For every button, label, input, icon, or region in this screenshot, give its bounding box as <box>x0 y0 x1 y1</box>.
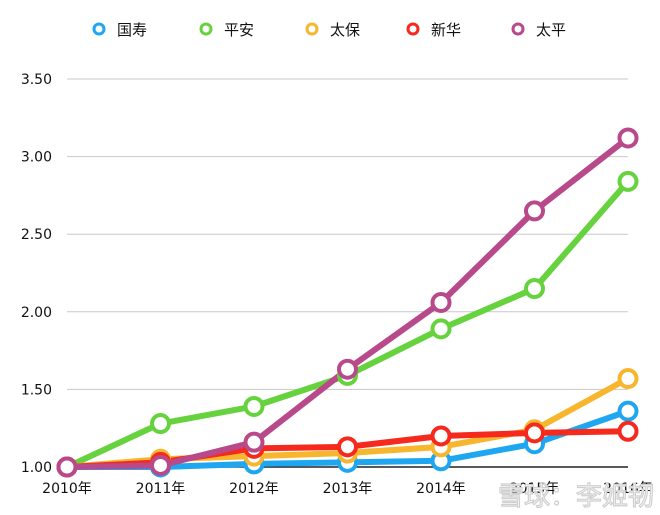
legend-marker <box>199 22 213 36</box>
data-point <box>524 422 545 444</box>
data-point <box>337 436 358 458</box>
data-point <box>617 420 639 442</box>
data-point <box>617 400 639 422</box>
x-tick-label: 2010年 <box>42 481 92 497</box>
x-tick-label: 2016年 <box>603 481 653 497</box>
data-point <box>524 278 545 300</box>
x-tick-label: 2015年 <box>510 481 560 497</box>
data-point <box>150 454 171 476</box>
legend-label: 新华 <box>431 21 461 39</box>
data-point <box>337 358 358 380</box>
y-tick-label: 2.50 <box>21 227 52 243</box>
legend-marker <box>305 22 319 36</box>
series-line-4 <box>64 134 631 470</box>
gridlines <box>67 78 628 468</box>
x-tick-label: 2013年 <box>323 481 373 497</box>
legend-label: 国寿 <box>117 21 147 39</box>
x-tick-label: 2014年 <box>416 481 466 497</box>
data-point <box>243 431 265 453</box>
data-point <box>617 368 639 390</box>
legend-marker <box>92 22 106 36</box>
x-tick-label: 2011年 <box>136 481 186 497</box>
data-point <box>524 200 545 222</box>
legend-marker <box>511 22 525 36</box>
y-axis-ticks: 1.00 1.50 2.00 2.50 3.00 3.50 <box>21 72 52 476</box>
data-point <box>617 170 639 192</box>
x-tick-label: 2012年 <box>229 481 279 497</box>
data-point <box>56 456 78 478</box>
y-tick-label: 1.00 <box>21 460 52 476</box>
legend-label: 太保 <box>330 21 360 39</box>
legend-label: 太平 <box>536 21 566 39</box>
y-tick-label: 3.00 <box>21 150 52 166</box>
legend-label: 平安 <box>224 21 254 39</box>
legend: 国寿 平安 太保 新华 太平 <box>92 21 566 39</box>
data-point <box>430 425 452 447</box>
y-tick-label: 3.50 <box>21 72 52 88</box>
watermark-text: 雪球：李姬韧 <box>498 482 654 512</box>
data-point <box>430 291 452 313</box>
y-tick-label: 2.00 <box>21 305 52 321</box>
data-point <box>430 318 452 340</box>
y-tick-label: 1.50 <box>21 382 52 398</box>
data-point <box>617 127 639 149</box>
series-group <box>56 127 639 478</box>
data-point <box>150 413 171 435</box>
legend-marker <box>406 22 420 36</box>
data-point <box>243 395 265 417</box>
x-axis-ticks: 2010年 2011年 2012年 2013年 2014年 2015年 2016年 <box>42 481 653 497</box>
